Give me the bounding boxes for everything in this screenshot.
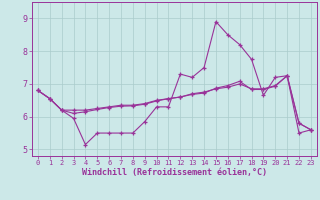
X-axis label: Windchill (Refroidissement éolien,°C): Windchill (Refroidissement éolien,°C): [82, 168, 267, 177]
